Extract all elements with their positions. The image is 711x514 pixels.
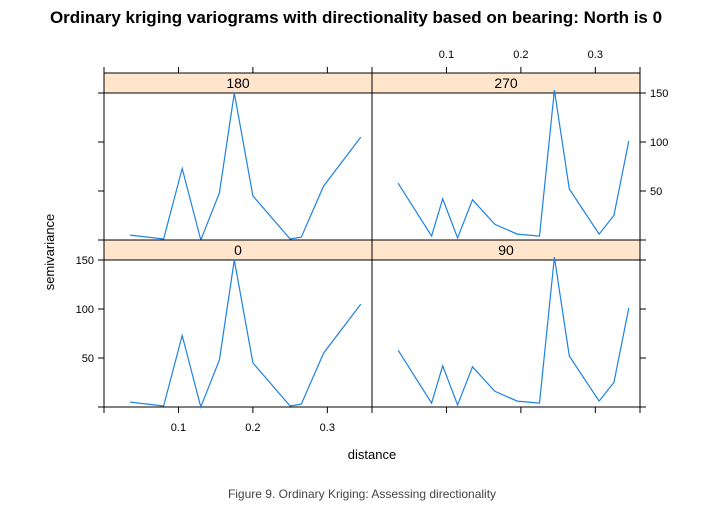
strip-label-270: 270 <box>494 75 518 91</box>
lattice-panels: 180 270 0 90 <box>103 72 641 409</box>
panel-0: 0 <box>103 239 373 409</box>
y-tick-label-right: 150 <box>650 88 668 100</box>
series-line-180 <box>130 92 362 242</box>
lattice-axes: 0.1 0.1 0.2 0.2 0.3 0.3 50 50 100 100 150 150 <box>76 49 669 434</box>
x-tick-label-bottom: 0.1 <box>171 422 186 434</box>
y-axis-label: semivariance <box>42 214 57 291</box>
chart-title: Ordinary kriging variograms with directi… <box>50 8 662 27</box>
series-line-90 <box>397 257 630 407</box>
strip-label-180: 180 <box>226 75 250 91</box>
series-line-0 <box>130 259 362 409</box>
y-tick-label-right: 50 <box>650 186 662 198</box>
x-tick-label-top: 0.3 <box>588 49 603 61</box>
y-tick-label-left: 100 <box>76 304 94 316</box>
x-tick-label-bottom: 0.3 <box>320 422 335 434</box>
y-tick-label-right: 100 <box>650 137 668 149</box>
x-tick-label-top: 0.2 <box>513 49 528 61</box>
x-tick-label-bottom: 0.2 <box>245 422 260 434</box>
strip-90 <box>371 239 641 261</box>
panel-90: 90 <box>371 239 641 407</box>
strip-270 <box>371 72 641 94</box>
strip-label-0: 0 <box>234 242 242 258</box>
strip-label-90: 90 <box>498 242 514 258</box>
panel-180: 180 <box>103 72 373 242</box>
x-axis-label: distance <box>348 447 396 462</box>
series-line-270 <box>397 90 630 240</box>
x-tick-label-top: 0.1 <box>439 49 454 61</box>
panel-270: 270 <box>371 72 641 240</box>
figure-caption: Figure 9. Ordinary Kriging: Assessing di… <box>228 487 496 501</box>
y-tick-label-left: 150 <box>76 255 94 267</box>
y-tick-label-left: 50 <box>82 353 94 365</box>
